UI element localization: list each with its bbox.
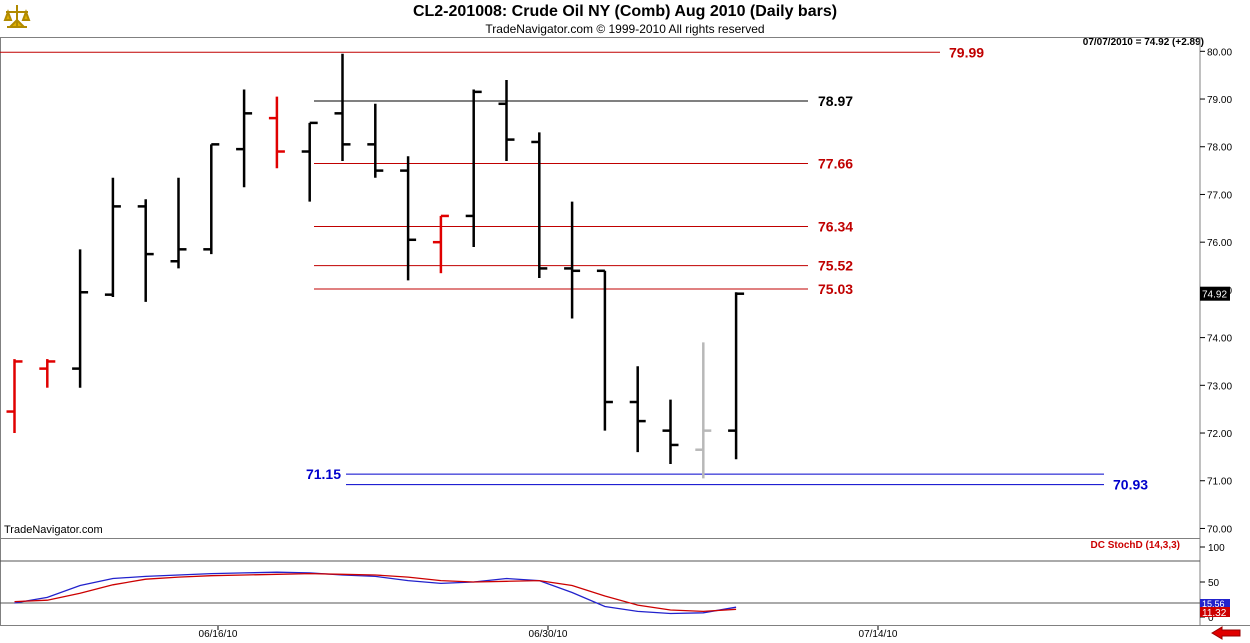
stoch-k-value-label: 15.56: [1202, 599, 1225, 609]
price-tick-label: 76.00: [1207, 238, 1232, 249]
level-label-78.97: 78.97: [818, 93, 853, 109]
price-tick-label: 74.00: [1207, 334, 1232, 345]
stoch-d-value-label: 11.32: [1202, 608, 1227, 619]
price-tick-label: 77.00: [1207, 190, 1232, 201]
stoch-line-d: [14, 572, 737, 613]
stoch-k-value-box: [1200, 599, 1230, 608]
ohlc-bar: [104, 177, 121, 298]
ohlc-bar: [203, 143, 220, 255]
stoch-tick-label: 50: [1208, 578, 1220, 589]
ohlc-bar: [596, 269, 613, 431]
ohlc-bar: [367, 103, 384, 178]
chart-title: CL2-201008: Crude Oil NY (Comb) Aug 2010…: [412, 3, 838, 20]
price-tick-label: 70.00: [1207, 524, 1232, 535]
ohlc-bar: [268, 96, 285, 169]
ohlc-bar: [236, 89, 253, 188]
last-price-label: 74.92: [1202, 290, 1227, 301]
price-tick-label: 73.00: [1207, 381, 1232, 392]
ohlc-bar: [6, 359, 23, 434]
price-tick-label: 79.00: [1207, 95, 1232, 106]
ohlc-bar: [465, 89, 482, 247]
stoch-d-value-box: [1200, 607, 1230, 617]
ohlc-bar: [334, 53, 351, 162]
back-arrow-icon[interactable]: [1210, 626, 1242, 640]
ohlc-bar: [531, 132, 548, 278]
stoch-tick-label: 100: [1208, 543, 1225, 554]
level-label-75.03: 75.03: [818, 281, 853, 297]
tradenavigator-logo-icon: [3, 5, 31, 28]
level-label-76.34: 76.34: [818, 218, 853, 234]
date-tick-label: 06/16/10: [199, 629, 238, 640]
ohlc-bar: [137, 199, 154, 302]
ohlc-bar: [301, 121, 318, 202]
stoch-title: DC StochD (14,3,3): [1091, 540, 1180, 551]
ohlc-bar: [39, 359, 56, 388]
stoch-line-k: [14, 571, 737, 615]
date-tick-label: 07/14/10: [859, 629, 898, 640]
ohlc-bar: [170, 177, 187, 269]
price-tick-label: 71.00: [1207, 477, 1232, 488]
ohlc-bar: [400, 156, 417, 281]
stoch-panel-frame: [0, 538, 1201, 626]
ohlc-bar: [629, 366, 646, 453]
level-label-79.99: 79.99: [949, 44, 984, 60]
price-panel-frame: [0, 37, 1201, 539]
ohlc-bar: [432, 214, 449, 274]
price-tick-label: 78.00: [1207, 143, 1232, 154]
chart-subtitle: TradeNavigator.com © 1999-2010 All right…: [485, 22, 765, 36]
ohlc-bar: [662, 399, 679, 465]
ohlc-bar: [564, 201, 581, 319]
stoch-tick-label: 0: [1208, 613, 1214, 624]
ohlc-bar: [498, 79, 515, 162]
level-label-71.15: 71.15: [306, 466, 341, 482]
price-tick-label: 80.00: [1207, 47, 1232, 58]
watermark-text: TradeNavigator.com: [4, 524, 103, 536]
last-price-info: 07/07/2010 = 74.92 (+2.89): [1082, 37, 1204, 48]
level-label-77.66: 77.66: [818, 155, 853, 171]
last-price-box: [1200, 286, 1230, 301]
ohlc-bar: [728, 292, 745, 460]
ohlc-bar: [695, 342, 712, 479]
date-tick-label: 06/30/10: [529, 629, 568, 640]
level-label-70.93: 70.93: [1113, 477, 1148, 493]
price-tick-label: 72.00: [1207, 429, 1232, 440]
level-label-75.52: 75.52: [818, 258, 853, 274]
ohlc-bar: [72, 249, 89, 388]
